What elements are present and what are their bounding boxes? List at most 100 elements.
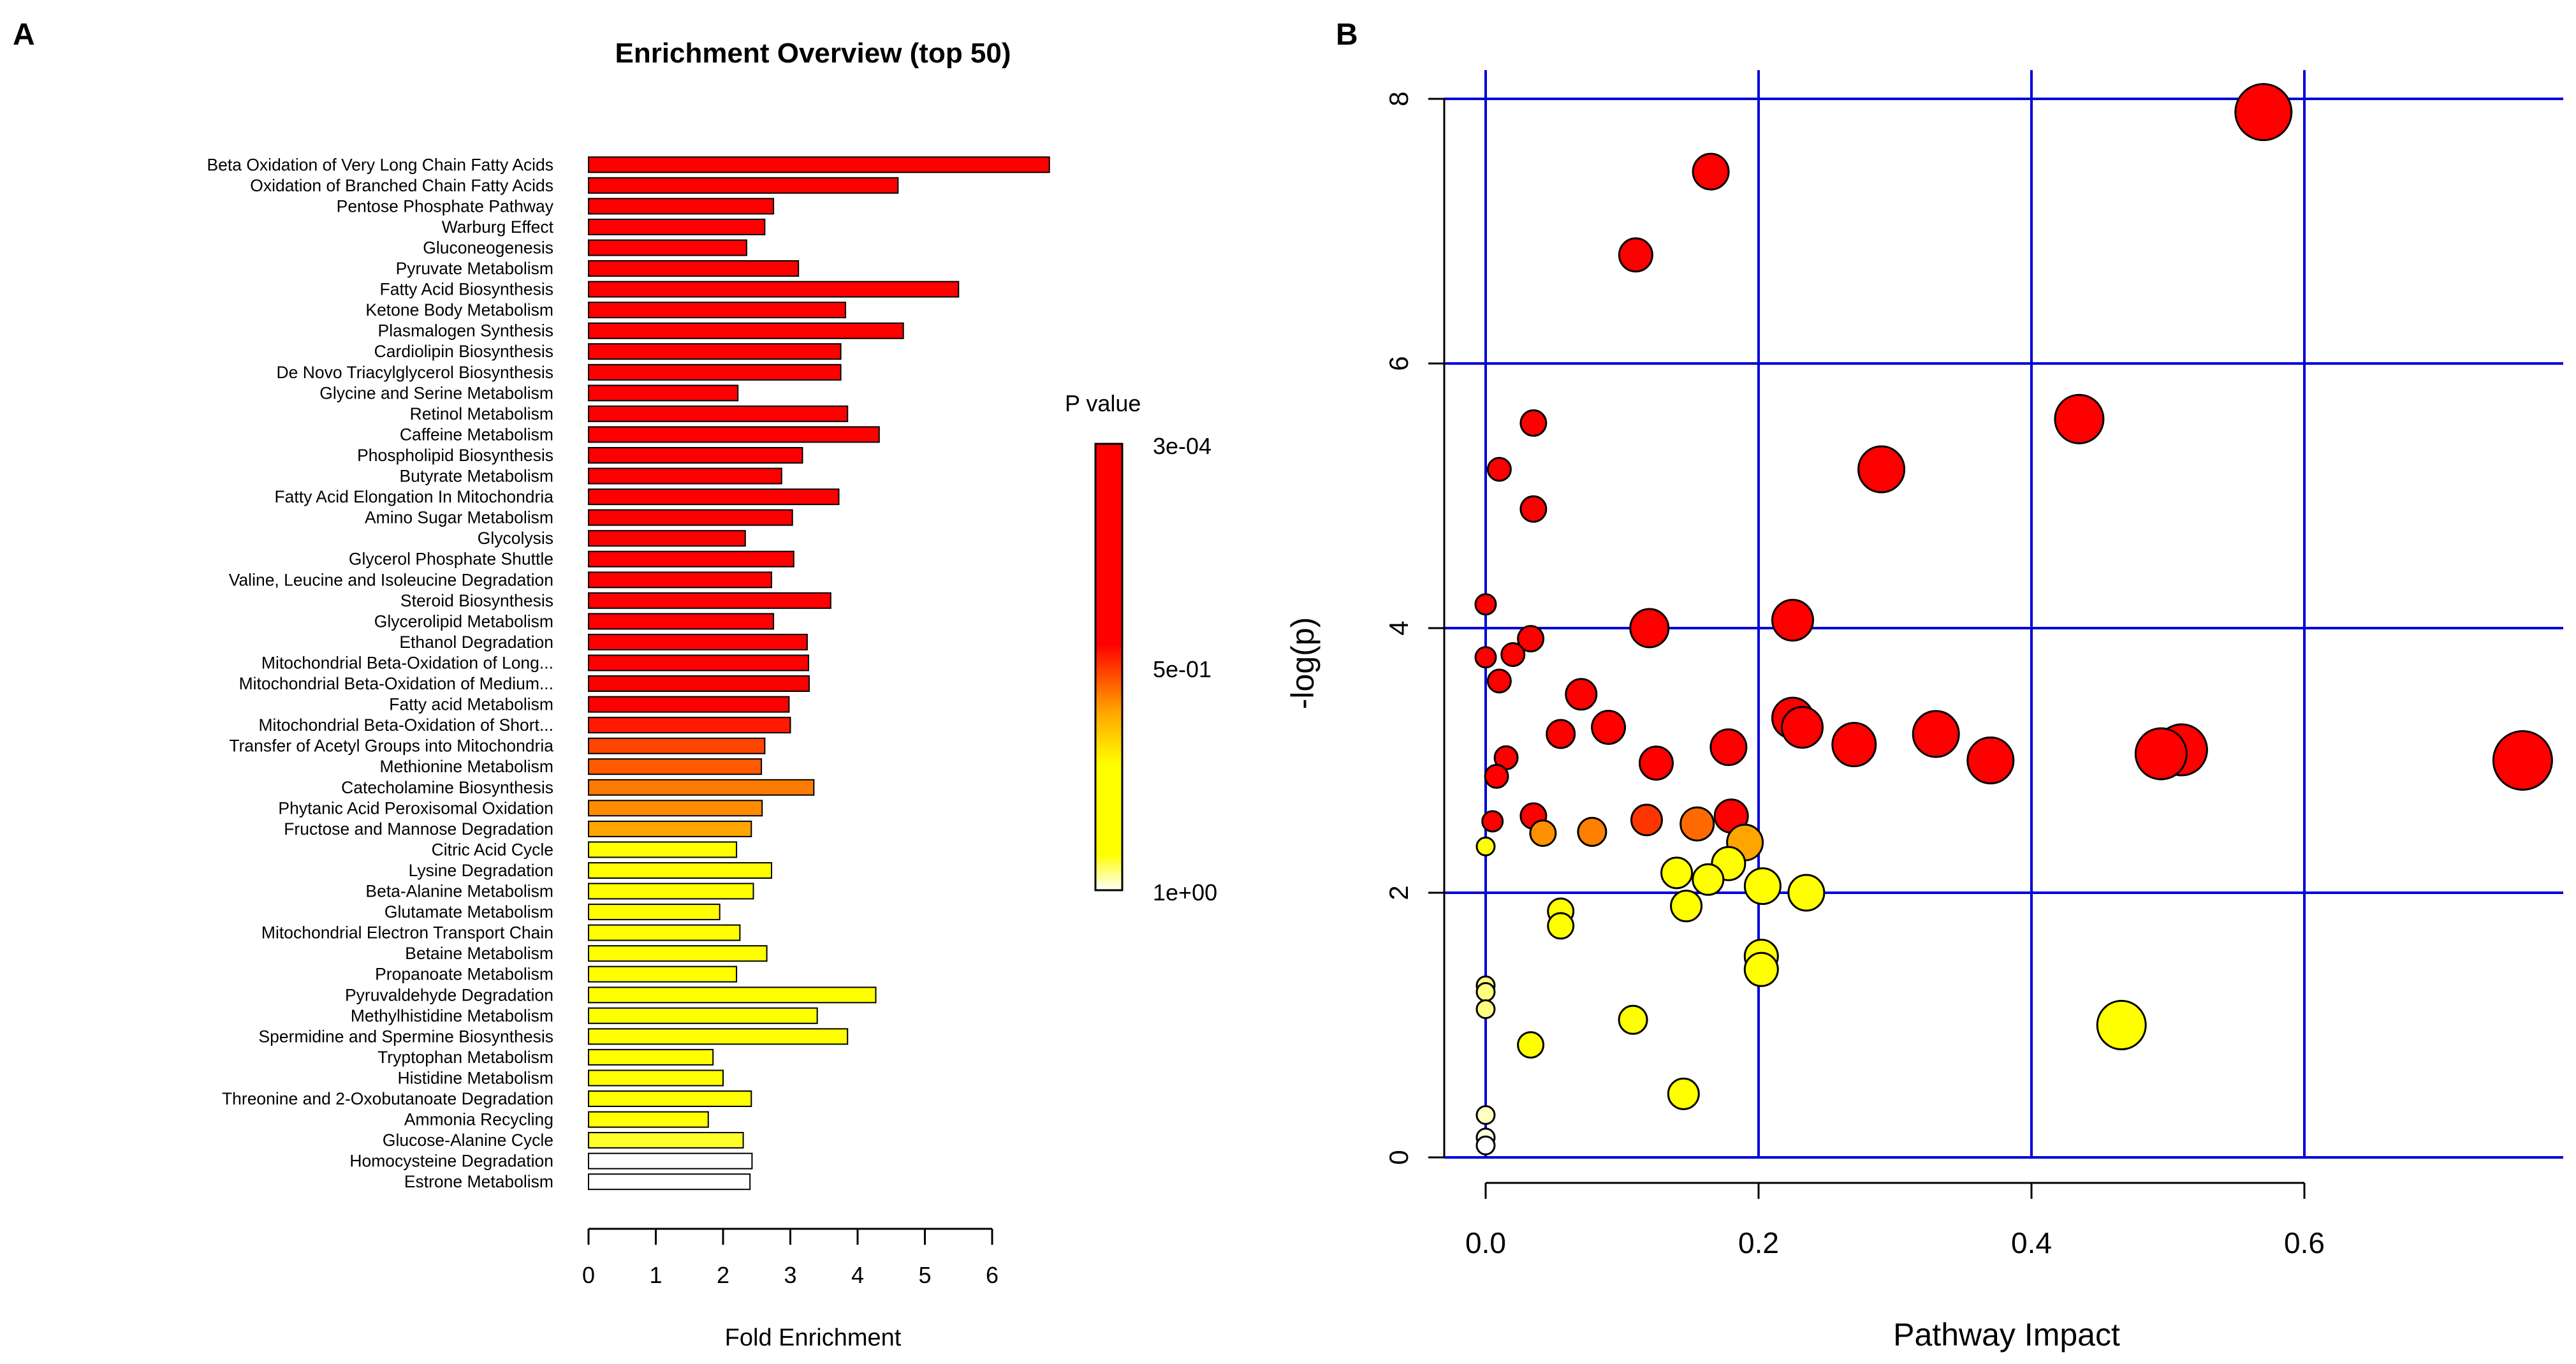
- category-label: Glycerolipid Metabolism: [374, 612, 553, 631]
- scatter-point: [1667, 1077, 1700, 1110]
- category-label: Retinol Metabolism: [410, 404, 553, 423]
- y-tick-label: 8: [1384, 91, 1414, 106]
- category-label: Transfer of Acetyl Groups into Mitochond…: [229, 737, 553, 756]
- legend-label-mid: 5e-01: [1153, 656, 1211, 682]
- x-axis-title-b: Pathway Impact: [1893, 1317, 2120, 1353]
- scatter-point: [1692, 863, 1725, 896]
- category-label: Glutamate Metabolism: [384, 902, 553, 921]
- scatter-point: [1629, 608, 1670, 649]
- bar: [588, 488, 840, 506]
- category-label: Spermidine and Spermine Biosynthesis: [258, 1027, 553, 1046]
- category-label: Ammonia Recycling: [404, 1110, 553, 1129]
- bar: [588, 1048, 714, 1066]
- scatter-point: [1474, 593, 1497, 616]
- category-label: Ethanol Degradation: [399, 633, 553, 652]
- bar: [588, 447, 803, 464]
- bar: [588, 654, 809, 671]
- scatter-point: [1481, 810, 1504, 833]
- y-tick-label: 2: [1384, 885, 1414, 900]
- bar: [588, 986, 877, 1004]
- bar: [588, 1111, 709, 1128]
- scatter-point: [1787, 874, 1826, 912]
- scatter-point: [1475, 999, 1496, 1020]
- category-label: Fatty Acid Elongation In Mitochondria: [275, 487, 554, 506]
- y-axis-title-b: -log(p): [1285, 617, 1321, 709]
- category-label: Ketone Body Metabolism: [365, 300, 553, 319]
- category-label: Betaine Metabolism: [405, 944, 553, 963]
- bar: [588, 1173, 751, 1191]
- bar: [588, 592, 831, 609]
- scatter-point: [1857, 445, 1906, 494]
- bar: [588, 883, 754, 900]
- scatter-point: [1517, 1031, 1545, 1059]
- bar: [588, 198, 775, 215]
- x-tick-label-b: 0.2: [1738, 1226, 1779, 1259]
- bar: [588, 779, 815, 796]
- bar: [588, 302, 846, 319]
- category-label: Gluconeogenesis: [423, 238, 553, 258]
- category-label: Pentose Phosphate Pathway: [337, 196, 554, 216]
- category-label: Cardiolipin Biosynthesis: [374, 342, 553, 361]
- category-label: Glucose-Alanine Cycle: [383, 1131, 553, 1150]
- x-axis: 0 1 2 3 4 5 6: [582, 1228, 999, 1288]
- category-label: Catecholamine Biosynthesis: [341, 778, 553, 797]
- bar: [588, 945, 768, 962]
- bar: [588, 904, 721, 921]
- x-tick-label-b: 0.4: [2011, 1226, 2052, 1259]
- category-label: Propanoate Metabolism: [375, 965, 553, 984]
- scatter-point: [1680, 806, 1715, 842]
- category-label: Mitochondrial Beta-Oxidation of Short...: [258, 715, 553, 735]
- category-label: Threonine and 2-Oxobutanoate Degradation: [222, 1089, 553, 1108]
- y-tick-label: 0: [1384, 1150, 1414, 1164]
- category-label: Tryptophan Metabolism: [377, 1048, 553, 1067]
- bar: [588, 385, 739, 402]
- scatter-point: [1618, 1004, 1648, 1035]
- bar: [588, 862, 772, 879]
- legend-title: P value: [1065, 390, 1141, 416]
- bar: [588, 1007, 818, 1024]
- bar: [588, 675, 810, 692]
- bar: [588, 177, 899, 194]
- x-axis-title: Fold Enrichment: [725, 1324, 902, 1351]
- bar: [588, 343, 842, 360]
- bar: [588, 1028, 849, 1045]
- category-label: Beta-Alanine Metabolism: [365, 882, 553, 901]
- bar: [588, 156, 1050, 173]
- scatter-point: [1519, 409, 1548, 437]
- category-label: De Novo Triacylglycerol Biosynthesis: [277, 363, 553, 382]
- category-label: Beta Oxidation of Very Long Chain Fatty …: [207, 155, 553, 174]
- bar: [588, 633, 808, 650]
- panel-label-b: B: [1336, 18, 1358, 52]
- x-tick-label-b: 0.0: [1465, 1226, 1506, 1259]
- category-label: Amino Sugar Metabolism: [365, 508, 553, 527]
- category-label: Steroid Biosynthesis: [400, 591, 553, 610]
- bar: [588, 322, 904, 339]
- scatter-point: [1743, 867, 1782, 906]
- scatter-point: [1484, 763, 1509, 789]
- category-label: Pyruvaldehyde Degradation: [345, 985, 553, 1004]
- scatter-point: [1618, 237, 1653, 273]
- x-tick-label: 0: [582, 1262, 595, 1288]
- category-label: Citric Acid Cycle: [432, 840, 553, 859]
- bar: [588, 758, 763, 775]
- y-tick-label: 4: [1384, 620, 1414, 635]
- category-label: Fructose and Mannose Degradation: [284, 819, 553, 839]
- category-label: Homocysteine Degradation: [349, 1152, 553, 1171]
- scatter-point: [1475, 1135, 1496, 1155]
- scatter-point: [1486, 457, 1512, 482]
- x-tick-label: 5: [918, 1262, 931, 1288]
- bar-group: [588, 156, 1050, 1191]
- scatter-point: [1475, 1105, 1496, 1126]
- x-tick-label: 3: [784, 1262, 796, 1288]
- axes: 0 2 4 6 8 0.0 0.2 0.4 0.6: [1384, 91, 2325, 1259]
- x-tick-label: 6: [986, 1262, 999, 1288]
- scatter-point: [2054, 393, 2105, 444]
- scatter-point: [1743, 951, 1779, 987]
- scatter-point: [1630, 803, 1663, 837]
- x-tick-label-b: 0.6: [2284, 1226, 2325, 1259]
- scatter-point: [1831, 722, 1877, 768]
- scatter-point: [1660, 856, 1694, 890]
- scatter-point: [1529, 819, 1557, 847]
- bar: [588, 239, 747, 256]
